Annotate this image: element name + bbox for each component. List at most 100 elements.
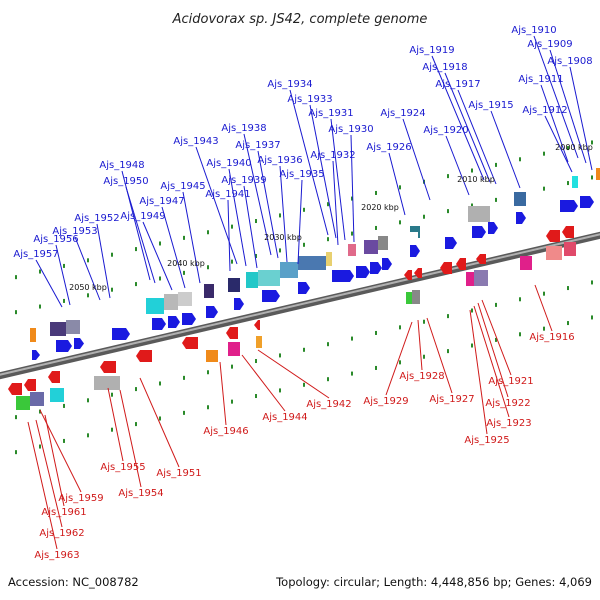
scale-label: 2030 kbp	[264, 233, 302, 242]
leader-line	[385, 321, 413, 396]
tick-mark	[159, 381, 161, 386]
tick-mark	[591, 140, 593, 145]
gene-label-top: Ajs_1918	[422, 62, 467, 73]
gene-arrow	[516, 212, 526, 224]
leader-line	[195, 146, 238, 265]
tick-mark	[183, 410, 185, 415]
gene-label-top: Ajs_1957	[13, 249, 58, 260]
tick-mark	[567, 321, 569, 326]
leader-line	[257, 150, 279, 259]
gene-arrow	[562, 226, 574, 238]
gene-block	[564, 242, 576, 256]
gene-arrow	[8, 383, 22, 395]
tick-mark	[327, 342, 329, 347]
gene-label-top: Ajs_1924	[380, 108, 425, 119]
leader-line	[228, 168, 247, 267]
leader-line	[74, 236, 101, 301]
leader-line	[44, 414, 65, 507]
tick-mark	[135, 247, 137, 252]
leader-line	[481, 299, 512, 376]
tick-mark	[471, 168, 473, 173]
gene-label-bottom: Ajs_1916	[529, 332, 574, 343]
tick-mark	[15, 310, 17, 315]
gene-block	[466, 272, 474, 286]
tick-mark	[543, 186, 545, 191]
tick-mark	[423, 319, 425, 324]
gene-arrow	[56, 340, 72, 352]
gene-arrow	[298, 282, 310, 294]
leader-line	[219, 361, 227, 426]
gene-label-bottom: Ajs_1963	[34, 550, 79, 561]
leader-line	[534, 284, 553, 332]
tick-mark	[39, 304, 41, 309]
gene-block	[164, 294, 178, 310]
gene-arrow	[476, 254, 486, 264]
gene-block	[146, 298, 164, 314]
gene-arrow	[410, 245, 420, 257]
tick-mark	[279, 213, 281, 218]
gene-label-top: Ajs_1949	[120, 211, 165, 222]
tick-mark	[207, 405, 209, 410]
gene-label-top: Ajs_1915	[468, 100, 513, 111]
tick-mark	[231, 364, 233, 369]
gene-label-top: Ajs_1911	[518, 74, 563, 85]
gene-label-top: Ajs_1956	[33, 234, 78, 245]
gene-label-bottom: Ajs_1955	[100, 462, 145, 473]
tick-mark	[567, 146, 569, 151]
gene-arrow	[234, 298, 244, 310]
tick-mark	[327, 377, 329, 382]
gene-arrow	[112, 328, 130, 340]
gene-block	[596, 168, 600, 180]
tick-mark	[303, 207, 305, 212]
tick-mark	[375, 365, 377, 370]
tick-mark	[255, 359, 257, 364]
tick-mark	[231, 259, 233, 264]
leader-line	[490, 110, 521, 189]
tick-mark	[135, 422, 137, 427]
leader-line	[243, 133, 272, 256]
gene-block	[228, 342, 240, 356]
gene-label-top: Ajs_1939	[221, 175, 266, 186]
gene-block	[348, 244, 356, 256]
tick-mark	[111, 252, 113, 257]
tick-mark	[15, 275, 17, 280]
leader-line	[161, 206, 186, 289]
tick-mark	[207, 230, 209, 235]
gene-block	[572, 176, 578, 188]
tick-mark	[591, 175, 593, 180]
gene-label-top: Ajs_1934	[267, 79, 312, 90]
gene-label-top: Ajs_1931	[308, 108, 353, 119]
tick-mark	[183, 375, 185, 380]
gene-label-bottom: Ajs_1928	[399, 371, 444, 382]
gene-block	[94, 376, 120, 390]
tick-mark	[447, 174, 449, 179]
gene-label-bottom: Ajs_1929	[363, 396, 408, 407]
gene-arrow	[226, 327, 238, 339]
scale-label: 2020 kbp	[361, 203, 399, 212]
tick-mark	[447, 349, 449, 354]
gene-arrow	[32, 350, 40, 360]
gene-block	[246, 272, 258, 288]
gene-labels: Ajs_1910 Ajs_1909 Ajs_1908 Ajs_1911 Ajs_1912…	[13, 25, 592, 561]
gene-block	[16, 396, 30, 410]
tick-mark	[447, 314, 449, 319]
gene-arrow	[445, 237, 457, 249]
tick-mark	[399, 220, 401, 225]
tick-mark	[231, 399, 233, 404]
gene-label-bottom: Ajs_1954	[118, 488, 163, 499]
tick-mark	[495, 162, 497, 167]
leader-line	[243, 185, 258, 269]
tick-mark	[351, 196, 353, 201]
gene-label-top: Ajs_1930	[328, 124, 373, 135]
leader-line	[533, 35, 579, 159]
tick-mark	[519, 157, 521, 162]
tick-mark	[279, 248, 281, 253]
gene-block	[546, 246, 562, 260]
tick-mark	[159, 416, 161, 421]
leader-line	[241, 354, 286, 412]
tick-mark	[207, 370, 209, 375]
gene-block	[406, 292, 412, 304]
genome-backbone	[0, 231, 600, 380]
gene-label-top: Ajs_1909	[527, 39, 572, 50]
gene-label-top: Ajs_1910	[511, 25, 556, 36]
